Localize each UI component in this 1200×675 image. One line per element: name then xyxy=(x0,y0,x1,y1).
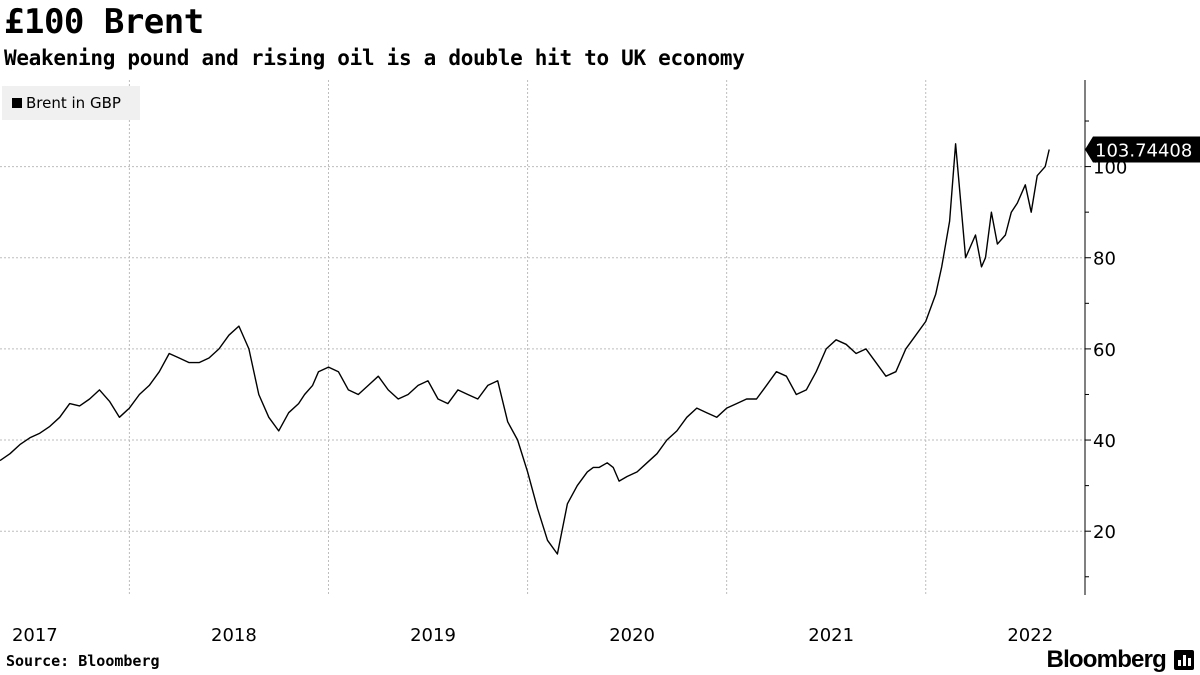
x-tick-label: 2020 xyxy=(609,625,655,646)
legend-swatch xyxy=(12,98,22,108)
x-tick-label: 2022 xyxy=(1007,625,1053,646)
source-note: Source: Bloomberg xyxy=(6,652,160,670)
chart-canvas: 20 40 60 80 100 2017 2018 2019 2020 2021 2022 103.7… xyxy=(0,80,1200,646)
y-tick-label: 40 xyxy=(1093,431,1116,452)
y-tick-label: 20 xyxy=(1093,522,1116,543)
x-tick-label: 2018 xyxy=(211,625,257,646)
x-tick-label: 2019 xyxy=(410,625,456,646)
legend: Brent in GBP xyxy=(2,86,140,120)
y-tick-label: 100 xyxy=(1093,158,1127,179)
legend-label: Brent in GBP xyxy=(26,94,121,112)
last-value-badge xyxy=(1085,136,1200,163)
x-tick-label: 2021 xyxy=(808,625,854,646)
last-value-label: 103.74408 xyxy=(1095,141,1192,162)
chart-subtitle: Weakening pound and rising oil is a doub… xyxy=(4,46,745,70)
y-tick-label: 80 xyxy=(1093,249,1116,270)
chart-title: £100 Brent xyxy=(4,2,204,42)
x-tick-label: 2017 xyxy=(12,625,58,646)
brand-logo: Bloomberg xyxy=(1046,646,1167,673)
series-line-brent-gbp xyxy=(0,143,1050,555)
bloomberg-icon xyxy=(1174,650,1194,670)
y-tick-label: 60 xyxy=(1093,340,1116,361)
